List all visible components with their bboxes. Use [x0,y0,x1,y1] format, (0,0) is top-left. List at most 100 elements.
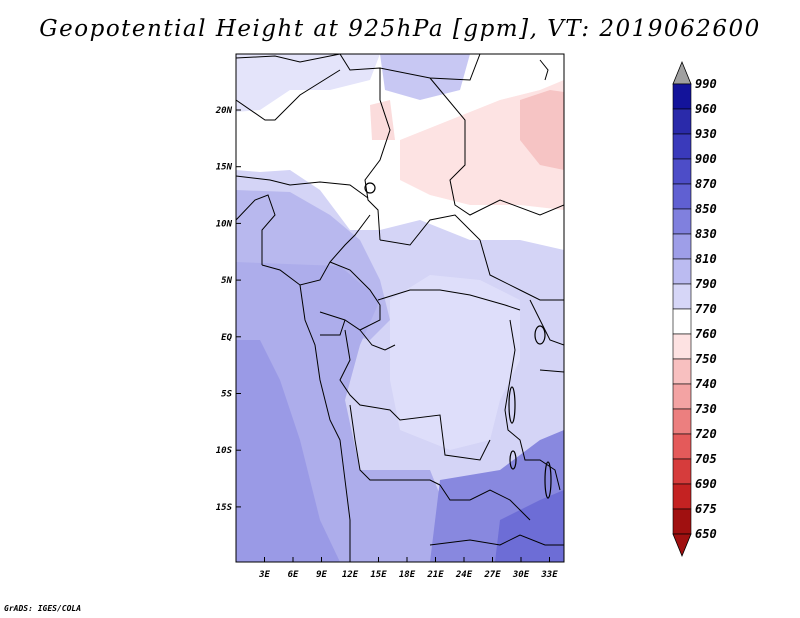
lat-tick-label: 15S [216,503,233,513]
colorbar-segment [672,308,692,335]
field-zone-basin [390,275,520,450]
colorbar-level-label: 990 [695,77,717,91]
colorbar-segment [672,333,692,360]
colorbar-segment [672,408,692,435]
colorbar-level-label: 650 [695,527,717,541]
lake-tanganyika [508,386,516,424]
lon-tick-label: 21E [426,570,444,580]
colorbar-level-label: 900 [695,152,717,166]
colorbar-level-label: 830 [695,227,717,241]
lake-victoria [534,325,546,345]
coastline-atlantic [299,284,351,562]
lon-tick-label: 15E [370,570,387,580]
colorbar-segment [672,233,692,260]
colorbar-segment [672,358,692,385]
colorbar-segment [672,258,692,285]
colorbar-level-label: 730 [695,402,717,416]
field-zone-pink-patch [370,100,395,140]
colorbar-level-label: 870 [695,177,717,191]
boundary-north [236,54,481,81]
colorbar-level-label: 675 [695,502,717,516]
boundary-nw [236,69,341,121]
boundary-niger-nigeria [236,175,369,199]
latitude-axis: 20N 15N 10N 5N EQ 5S 10S 15S [215,106,241,513]
coastline-red-sea [539,59,549,81]
colorbar-level-label: 770 [695,302,717,316]
colorbar-level-label: 750 [695,352,717,366]
boundary-nigeria-south [261,214,371,286]
lakes [364,182,552,499]
field-zone-coast [236,340,340,562]
boundary-gabon [320,319,346,336]
lon-tick-label: 24E [455,570,473,580]
colorbar-segment [672,158,692,185]
map-frame [235,53,565,563]
lon-tick-label: 27E [483,570,501,580]
colorbar-segment [672,108,692,135]
lat-tick-label: 10N [216,219,233,229]
colorbar-segment [672,458,692,485]
map-title: Geopotential Height at 925hPa [gpm], VT:… [39,16,761,42]
colorbar-level-label: 740 [695,377,717,391]
lon-tick-label: 9E [316,570,327,580]
boundary-chad-east [429,77,564,216]
boundaries [236,54,564,562]
colorbar-top-arrow [672,60,692,85]
colorbar-bottom-arrow [672,533,692,558]
boundary-uganda [529,299,564,346]
colorbar-segment [672,283,692,310]
boundary-drc-west [339,329,491,461]
colorbar-level-label: 930 [695,127,717,141]
lat-tick-label: 5S [221,390,232,400]
colorbar-segment [672,383,692,410]
lat-tick-label: 10S [216,446,233,456]
lon-tick-label: 33E [540,570,558,580]
colorbar: 990 960 930 900 870 850 830 810 790 770 760 750 740 7… [672,60,717,558]
longitude-axis: 3E 6E 9E 12E 15E 18E 21E 24E 27E 30E 33E [258,557,558,580]
field-zone-heat-low-core [520,90,564,170]
colorbar-segment [672,133,692,160]
colorbar-level-label: 720 [695,427,717,441]
field-zone-southeast-deep [495,490,564,562]
boundary-benin [236,194,276,265]
lon-tick-label: 30E [512,570,530,580]
lon-tick-label: 12E [342,570,359,580]
boundary-east [504,319,561,491]
colorbar-level-label: 760 [695,327,717,341]
boundary-congo [359,329,396,351]
colorbar-segment [672,208,692,235]
lake-chad [364,182,376,194]
boundary-zambia [439,484,531,521]
field-zone-northwest [236,54,380,112]
lon-tick-label: 3E [258,570,270,580]
lat-tick-label: 20N [215,106,233,116]
credit-label: GrADS: IGES/COLA [4,604,82,613]
boundary-south [429,534,564,546]
boundary-angola [349,404,441,486]
lake-malawi [544,461,552,499]
colorbar-level-label: 810 [695,252,717,266]
colorbar-level-label: 705 [695,452,717,466]
colorbar-segment [672,483,692,510]
colorbar-segment [672,183,692,210]
colorbar-level-label: 790 [695,277,717,291]
colorbar-level-label: 960 [695,102,717,116]
colorbar-level-label: 850 [695,202,717,216]
lake-mweru [509,450,517,470]
lat-tick-label: EQ [221,333,232,343]
lon-tick-label: 6E [288,570,299,580]
colorbar-segment [672,508,692,535]
boundary-chad-west [364,68,391,241]
map-field [236,54,564,562]
lat-tick-label: 15N [216,163,233,173]
boundary-kenya [539,369,564,373]
colorbar-level-label: 690 [695,477,717,491]
lat-tick-label: 5N [221,276,232,286]
colorbar-segment [672,433,692,460]
boundary-cameroon [319,261,381,331]
colorbar-segment [672,83,692,110]
boundary-car-south [377,289,521,311]
boundary-car [379,214,564,301]
lon-tick-label: 18E [399,570,416,580]
